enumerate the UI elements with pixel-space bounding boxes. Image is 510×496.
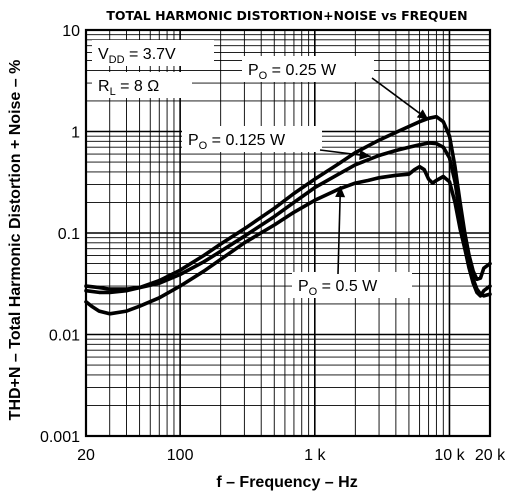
arrow-0.5w [335,186,346,275]
series-label-3-background [292,272,412,298]
annotations: VDD = 3.7V RL = 8 Ω PO = 0.25 W PO = 0.125 … [92,40,430,298]
vdd-label-background [92,40,214,66]
series-label-3-text: PO = 0.5 W [298,278,378,298]
x-tick-label: 1 k [304,447,326,464]
series-line-3 [84,164,492,316]
series-label-1: PO = 0.25 W [242,56,374,82]
x-tick-label: 20 k [475,447,506,464]
plot-frame [84,28,492,438]
series-label-1-background [242,56,374,82]
x-tick-label: 20 [77,447,95,464]
y-axis-label: THD+N – Total Harmonic Distortion + Nois… [7,60,24,421]
vdd-label-text: VDD = 3.7V [98,46,176,66]
rl-label-text: RL = 8 Ω [98,78,159,98]
chart-title: TOTAL HARMONIC DISTORTION+NOISE vs FREQU… [106,8,467,23]
arrow-0.25w [371,77,430,121]
series-label-3: PO = 0.5 W [292,272,412,298]
rl-label-background [92,72,192,98]
series-label-2-background [182,126,322,152]
y-tick-label: 10 [62,23,80,40]
vdd-label: VDD = 3.7V [92,40,214,66]
x-axis-label: f – Frequency – Hz [216,474,357,491]
y-tick-label: 0.1 [58,226,80,243]
series-label-2: PO = 0.125 W [182,126,322,152]
y-tick-label: 1 [71,125,80,142]
tick-labels: 20 100 1 k 10 k 20 k 0.001 0.01 0.1 1 10 [40,23,506,464]
y-tick-label: 0.001 [40,429,80,446]
y-tick-label: 0.01 [49,328,80,345]
series-label-2-text: PO = 0.125 W [188,132,286,152]
series-lines [84,114,492,316]
rl-label: RL = 8 Ω [92,72,192,98]
series-label-1-text: PO = 0.25 W [248,62,337,82]
arrow-0.125w [319,149,371,160]
plot-border [84,28,492,438]
x-tick-label: 10 k [434,447,465,464]
x-tick-label: 100 [167,447,194,464]
